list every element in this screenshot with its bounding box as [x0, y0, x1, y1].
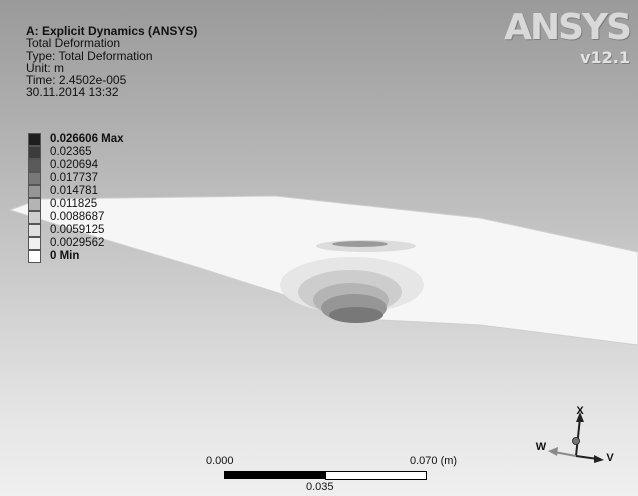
x-axis-line — [575, 417, 581, 457]
scale-segment-dark — [224, 471, 325, 479]
legend-swatch — [28, 185, 41, 198]
legend-label: 0.0029562 — [50, 237, 105, 249]
result-time: Time: 2.4502e-005 — [26, 73, 127, 88]
legend-swatch — [28, 198, 41, 211]
coordinate-triad[interactable]: X W V — [528, 400, 628, 470]
legend-label-min: 0 Min — [50, 250, 80, 262]
legend-swatch — [28, 146, 41, 159]
legend-label-max: 0.026606 Max — [50, 133, 124, 145]
legend-swatch — [28, 211, 41, 224]
legend-label: 0.011825 — [50, 198, 98, 210]
legend-swatch — [28, 224, 41, 237]
legend-label: 0.02365 — [50, 146, 92, 158]
contour-band-5 — [329, 307, 383, 323]
axis-label-w: W — [536, 441, 547, 453]
legend-label: 0.014781 — [50, 185, 98, 197]
scale-ruler — [224, 471, 427, 480]
logo-brand: ANSYS — [504, 7, 632, 48]
scale-label-start: 0.000 — [206, 455, 234, 467]
scale-label-end: 0.070 (m) — [410, 455, 458, 467]
triad-rotation-ball-icon[interactable] — [572, 437, 580, 445]
deformation-ridge-core — [332, 241, 388, 247]
w-axis-arrow-icon — [548, 447, 558, 456]
scale-bar: 0.000 0.070 (m) 0.035 — [206, 455, 476, 495]
analysis-title: A: Explicit Dynamics (ANSYS) — [26, 24, 198, 38]
logo-version: v12.1 — [580, 48, 630, 67]
legend-swatch — [28, 250, 41, 263]
legend-swatch — [28, 133, 41, 146]
v-axis-arrow-icon — [594, 455, 604, 463]
ansys-logo: ANSYS v12.1 — [504, 7, 632, 68]
scale-label-mid: 0.035 — [306, 481, 334, 493]
x-axis-arrow-icon — [576, 412, 584, 422]
result-info: A: Explicit Dynamics (ANSYS) Total Defor… — [26, 25, 197, 99]
legend-label: 0.020694 — [50, 159, 98, 171]
legend-swatch — [28, 159, 41, 172]
result-unit: Unit: m — [26, 60, 65, 75]
legend-label: 0.0059125 — [50, 224, 105, 236]
legend-swatch — [28, 172, 41, 185]
result-name: Total Deformation — [26, 36, 121, 51]
axis-label-x: X — [576, 405, 584, 417]
axis-label-v: V — [606, 452, 614, 464]
result-type: Type: Total Deformation — [26, 48, 153, 63]
w-axis-line — [553, 451, 577, 457]
legend-label: 0.0088687 — [50, 211, 105, 223]
legend-label: 0.017737 — [50, 172, 98, 184]
scale-segment-light — [325, 471, 427, 480]
legend-swatch — [28, 237, 41, 250]
result-date: 30.11.2014 13:32 — [26, 85, 119, 100]
